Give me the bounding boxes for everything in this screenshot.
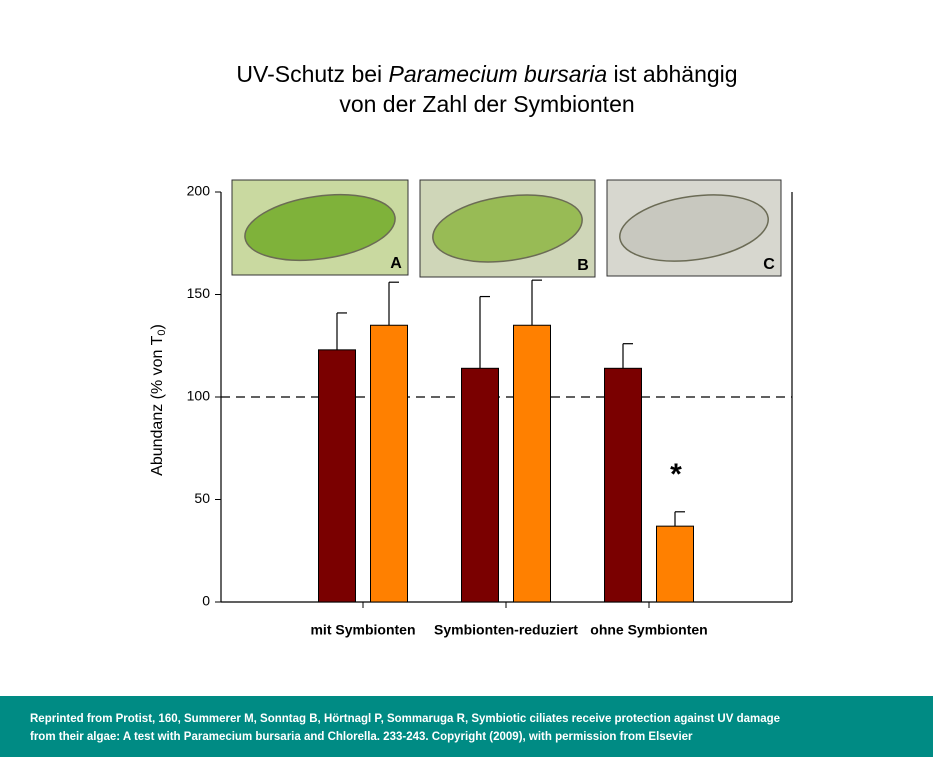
- bar: [461, 367, 499, 603]
- footer-text: Reprinted from Protist, 160, Summerer M,…: [30, 713, 780, 725]
- bar: [604, 367, 642, 603]
- paramecium-cell: [619, 194, 769, 262]
- bar: [318, 349, 356, 603]
- title-part: UV-Schutz bei: [236, 61, 388, 87]
- paramecium-cell: [432, 194, 583, 263]
- footer-text: from their algae: A test with Paramecium…: [30, 731, 693, 743]
- chart-title: UV-Schutz bei Paramecium bursaria ist ab…: [236, 61, 737, 87]
- y-label-sub: 0: [156, 329, 168, 335]
- chart-title-line2: von der Zahl der Symbionten: [339, 91, 634, 117]
- annotation: *: [670, 458, 682, 491]
- y-tick-label: 100: [187, 388, 211, 404]
- bar: [513, 324, 551, 603]
- x-tick-label: Symbionten-reduziert: [434, 622, 578, 638]
- y-tick-label: 0: [202, 593, 210, 609]
- x-tick-label: mit Symbionten: [310, 622, 415, 638]
- panel-label: B: [577, 257, 589, 274]
- title-part: ist abhängig: [607, 61, 737, 87]
- y-axis-label: Abundanz (% von T0): [149, 324, 168, 476]
- footer-band: [0, 696, 933, 757]
- x-tick-label: ohne Symbionten: [590, 622, 707, 638]
- paramecium-cell: [244, 193, 396, 262]
- y-label-part: Abundanz (% von T: [149, 335, 166, 475]
- y-tick-label: 50: [194, 490, 210, 506]
- y-label-part: ): [149, 324, 166, 329]
- y-tick-label: 150: [187, 285, 211, 301]
- bar: [656, 525, 694, 603]
- y-tick-label: 200: [187, 183, 211, 199]
- panel-label: A: [390, 255, 402, 272]
- panel-label: C: [763, 256, 775, 273]
- bar: [370, 324, 408, 603]
- title-italic: Paramecium bursaria: [389, 61, 608, 87]
